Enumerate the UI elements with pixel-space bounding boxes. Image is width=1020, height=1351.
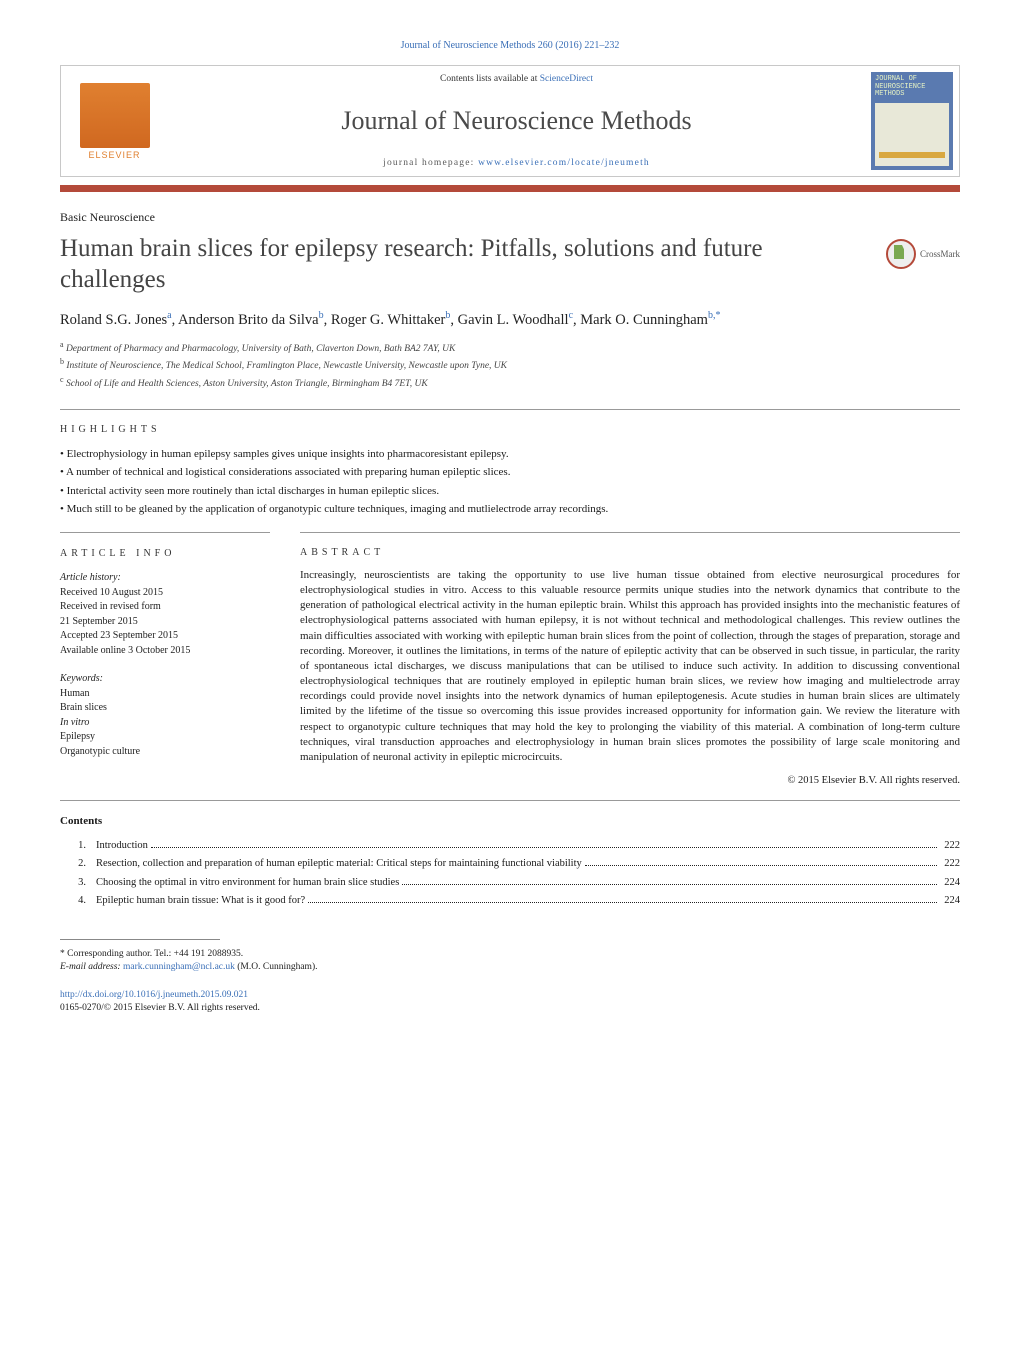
- email-link[interactable]: mark.cunningham@ncl.ac.uk: [123, 962, 235, 972]
- history-label: Article history:: [60, 571, 270, 586]
- article-title: Human brain slices for epilepsy research…: [60, 233, 874, 296]
- authors-line: Roland S.G. Jonesa, Anderson Brito da Si…: [60, 308, 960, 332]
- keyword: In vitro: [60, 716, 270, 731]
- abstract-heading: ABSTRACT: [300, 547, 960, 558]
- contents-heading: Contents: [60, 815, 960, 827]
- corresponding-author-footnote: * Corresponding author. Tel.: +44 191 20…: [60, 948, 960, 976]
- keyword: Organotypic culture: [60, 745, 270, 760]
- homepage-link[interactable]: www.elsevier.com/locate/jneumeth: [478, 158, 650, 168]
- keyword: Epilepsy: [60, 730, 270, 745]
- crossmark-badge[interactable]: CrossMark: [886, 239, 960, 269]
- keyword: Human: [60, 687, 270, 702]
- contents-line: Contents lists available at ScienceDirec…: [440, 74, 593, 84]
- abstract-copyright: © 2015 Elsevier B.V. All rights reserved…: [300, 775, 960, 786]
- toc-row[interactable]: 1. Introduction 222: [60, 837, 960, 855]
- cover-body: [875, 103, 949, 166]
- toc-row[interactable]: 2. Resection, collection and preparation…: [60, 855, 960, 873]
- journal-cover-thumbnail: JOURNAL OF NEUROSCIENCE METHODS: [871, 72, 953, 170]
- abstract-text: Increasingly, neuroscientists are taking…: [300, 568, 960, 765]
- section-label: Basic Neuroscience: [60, 210, 960, 225]
- header-center: Contents lists available at ScienceDirec…: [168, 66, 865, 176]
- elsevier-label: ELSEVIER: [88, 150, 140, 160]
- crossmark-icon: [886, 239, 916, 269]
- highlight-item: Electrophysiology in human epilepsy samp…: [60, 445, 960, 463]
- highlight-item: Interictal activity seen more routinely …: [60, 482, 960, 500]
- highlight-item: A number of technical and logistical con…: [60, 463, 960, 481]
- highlights-list: Electrophysiology in human epilepsy samp…: [60, 445, 960, 518]
- journal-header: ELSEVIER Contents lists available at Sci…: [60, 65, 960, 177]
- elsevier-tree-icon: [80, 83, 150, 148]
- article-info-heading: ARTICLE INFO: [60, 547, 270, 562]
- hr: [60, 800, 960, 801]
- abstract-block: ABSTRACT Increasingly, neuroscientists a…: [300, 532, 960, 786]
- journal-name: Journal of Neuroscience Methods: [341, 106, 691, 136]
- article-info: ARTICLE INFO Article history: Received 1…: [60, 532, 270, 786]
- toc-row[interactable]: 4. Epileptic human brain tissue: What is…: [60, 892, 960, 910]
- doi-block: http://dx.doi.org/10.1016/j.jneumeth.201…: [60, 989, 960, 1016]
- highlight-item: Much still to be gleaned by the applicat…: [60, 500, 960, 518]
- doi-link[interactable]: http://dx.doi.org/10.1016/j.jneumeth.201…: [60, 990, 248, 1000]
- running-header-link[interactable]: Journal of Neuroscience Methods 260 (201…: [401, 40, 620, 51]
- divider-bar: [60, 185, 960, 192]
- elsevier-logo: ELSEVIER: [61, 66, 168, 176]
- sciencedirect-link[interactable]: ScienceDirect: [540, 74, 593, 84]
- cover-label: JOURNAL OF NEUROSCIENCE METHODS: [871, 72, 953, 103]
- keywords-label: Keywords:: [60, 672, 270, 687]
- toc-row[interactable]: 3. Choosing the optimal in vitro environ…: [60, 874, 960, 892]
- affiliations: a Department of Pharmacy and Pharmacolog…: [60, 339, 960, 391]
- running-header[interactable]: Journal of Neuroscience Methods 260 (201…: [60, 40, 960, 51]
- table-of-contents: 1. Introduction 222 2. Resection, collec…: [60, 837, 960, 911]
- journal-homepage: journal homepage: www.elsevier.com/locat…: [383, 158, 650, 168]
- keyword: Brain slices: [60, 701, 270, 716]
- highlights-heading: HIGHLIGHTS: [60, 424, 960, 435]
- footnote-rule: [60, 939, 220, 940]
- hr: [60, 409, 960, 410]
